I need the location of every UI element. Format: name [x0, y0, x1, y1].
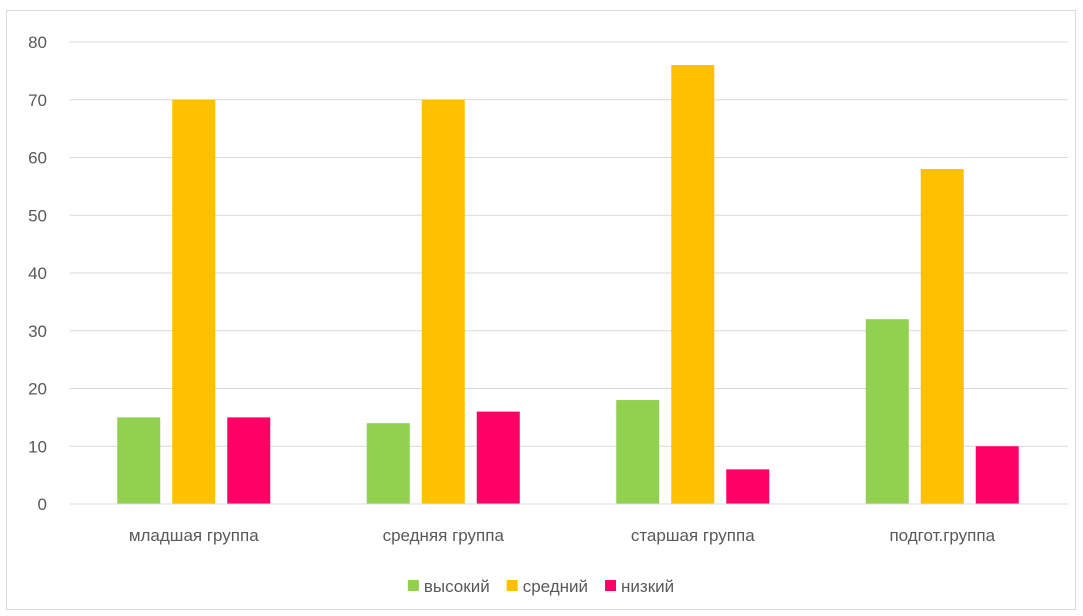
- y-tick-label: 70: [28, 91, 47, 110]
- bar-высокий-младшая группа: [117, 417, 161, 504]
- legend-swatch-низкий: [605, 580, 617, 591]
- y-tick-label: 0: [38, 495, 47, 514]
- bar-средний-старшая группа: [671, 65, 715, 504]
- legend: высокий средний низкий: [407, 577, 674, 596]
- x-category-label: младшая группа: [129, 526, 259, 545]
- y-tick-label: 60: [28, 149, 47, 168]
- legend-swatch-высокий: [407, 580, 419, 591]
- bar-высокий-старшая группа: [616, 400, 660, 504]
- legend-label: низкий: [621, 577, 674, 596]
- bar-низкий-младшая группа: [227, 417, 271, 504]
- x-category-label: подгот.группа: [889, 526, 995, 545]
- y-tick-label: 80: [28, 33, 47, 52]
- bars: [117, 65, 1019, 505]
- bar-средний-подгот.группа: [920, 169, 964, 505]
- y-tick-label: 10: [28, 437, 47, 456]
- y-tick-label: 50: [28, 206, 47, 225]
- legend-label: высокий: [424, 577, 490, 596]
- y-tick-label: 20: [28, 380, 47, 399]
- legend-label: средний: [523, 577, 588, 596]
- bar-средний-средняя группа: [421, 99, 465, 504]
- y-axis-tick-labels: 0 10 20 30 40 50 60 70 80: [28, 33, 47, 514]
- y-tick-label: 40: [28, 264, 47, 283]
- x-category-label: средняя группа: [383, 526, 505, 545]
- bar-высокий-средняя группа: [366, 423, 410, 504]
- x-axis-category-labels: младшая группа средняя группа старшая груп…: [129, 526, 996, 545]
- legend-swatch-средний: [506, 580, 518, 591]
- y-tick-label: 30: [28, 322, 47, 341]
- x-category-label: старшая группа: [631, 526, 755, 545]
- bar-низкий-старшая группа: [726, 469, 770, 504]
- bar-высокий-подгот.группа: [865, 319, 909, 504]
- bar-низкий-подгот.группа: [975, 446, 1019, 504]
- gridlines: [70, 41, 1068, 447]
- bar-низкий-средняя группа: [476, 411, 520, 504]
- bar-средний-младшая группа: [172, 99, 216, 504]
